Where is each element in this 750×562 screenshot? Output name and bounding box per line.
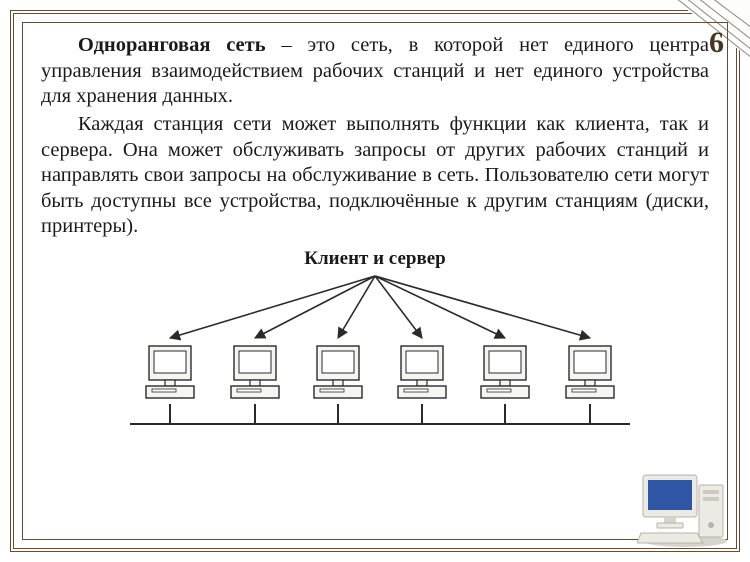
computer-node [398, 346, 446, 398]
computer-node [566, 346, 614, 398]
content-frame: Одноранговая сеть – это сеть, в которой … [22, 22, 728, 540]
diagram-arrow [375, 276, 505, 338]
paragraph-1: Одноранговая сеть – это сеть, в которой … [41, 33, 709, 110]
slide: 6 Одноранговая сеть – это сеть, в которо… [0, 0, 750, 562]
network-diagram: Клиент и сервер [100, 246, 650, 446]
diagram-arrow [375, 276, 590, 338]
body-text: Одноранговая сеть – это сеть, в которой … [41, 33, 709, 240]
computer-node [231, 346, 279, 398]
computer-node [314, 346, 362, 398]
computer-node [481, 346, 529, 398]
diagram-title: Клиент и сервер [304, 248, 445, 269]
term: Одноранговая сеть [78, 34, 266, 56]
computer-decor-icon [637, 463, 732, 548]
computer-node [146, 346, 194, 398]
diagram-arrow [375, 276, 422, 338]
paragraph-2: Каждая станция сети может выполнять функ… [41, 112, 709, 240]
